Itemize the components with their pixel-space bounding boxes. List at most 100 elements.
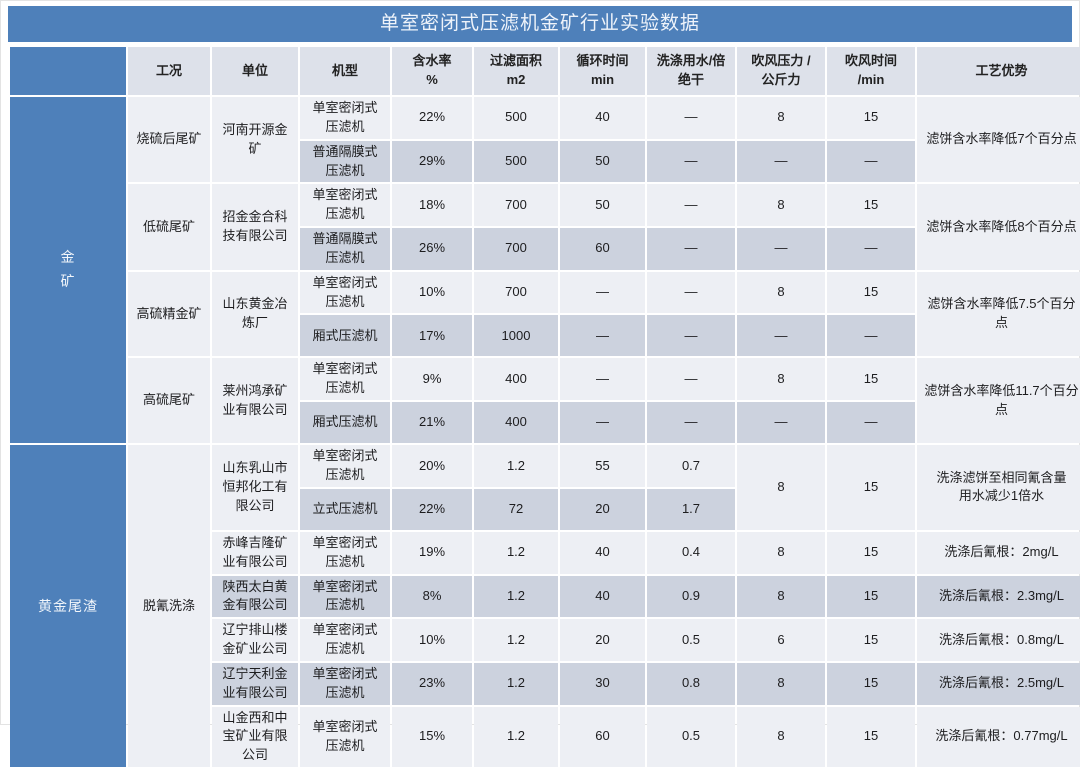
cell-cycle: 50 <box>560 184 645 227</box>
cell-cycle: 60 <box>560 228 645 270</box>
cell-wash: — <box>647 358 735 401</box>
header-row: 工况 单位 机型 含水率 % 过滤面积 m2 循环时间 min 洗涤用水/倍 绝… <box>10 47 1080 95</box>
table-row: 普通隔膜式压滤机 26% 700 60 — — — <box>10 228 1080 270</box>
table-row: 普通隔膜式压滤机 29% 500 50 — — — <box>10 140 1080 183</box>
cell-blow-pressure: 8 <box>737 706 825 768</box>
cell-model: 单室密闭式压滤机 <box>300 531 390 574</box>
col-header-cycle: 循环时间 min <box>560 47 645 95</box>
cell-blow-time: 15 <box>827 97 915 139</box>
cell-advantage: 洗涤后氰根：2.3mg/L <box>917 575 1080 618</box>
cell-moisture: 20% <box>392 445 472 487</box>
cell-blow-pressure: 8 <box>737 575 825 618</box>
col-header-condition: 工况 <box>128 47 210 95</box>
table-row: 厢式压滤机 17% 1000 — — — — <box>10 315 1080 357</box>
cell-moisture: 10% <box>392 271 472 314</box>
cell-blow-pressure: 8 <box>737 97 825 139</box>
cell-advantage: 滤饼含水率降低7个百分点 <box>917 97 1080 183</box>
cell-cycle: — <box>560 271 645 314</box>
cell-advantage: 洗涤后氰根：0.77mg/L <box>917 706 1080 768</box>
cell-moisture: 29% <box>392 140 472 183</box>
cell-advantage: 洗涤后氰根：2mg/L <box>917 531 1080 574</box>
cell-advantage: 洗涤滤饼至相同氰含量 用水减少1倍水 <box>917 445 1080 530</box>
table-body: 金矿 烧硫后尾矿 河南开源金矿 单室密闭式压滤机 22% 500 40 — 8 … <box>10 97 1080 768</box>
cell-unit: 山金西和中宝矿业有限公司 <box>212 706 298 768</box>
cell-area: 1.2 <box>474 706 558 768</box>
cell-model: 普通隔膜式压滤机 <box>300 140 390 183</box>
cell-unit: 辽宁天利金业有限公司 <box>212 662 298 705</box>
col-header-moisture: 含水率 % <box>392 47 472 95</box>
cell-area: 700 <box>474 184 558 227</box>
cell-wash: 0.5 <box>647 706 735 768</box>
table-row: 厢式压滤机 21% 400 — — — — <box>10 402 1080 444</box>
cell-moisture: 8% <box>392 575 472 618</box>
cell-blow-time: — <box>827 315 915 357</box>
cell-unit: 赤峰吉隆矿业有限公司 <box>212 531 298 574</box>
cell-unit: 陕西太白黄金有限公司 <box>212 575 298 618</box>
cell-blow-pressure: — <box>737 315 825 357</box>
cell-area: 72 <box>474 488 558 530</box>
cell-cycle: — <box>560 315 645 357</box>
cell-blow-time: 15 <box>827 662 915 705</box>
cell-wash: 1.7 <box>647 488 735 530</box>
cell-condition: 低硫尾矿 <box>128 184 210 270</box>
cell-cycle: — <box>560 402 645 444</box>
page-title: 单室密闭式压滤机金矿行业实验数据 <box>8 6 1072 42</box>
cell-condition: 高硫尾矿 <box>128 358 210 444</box>
table-row: 低硫尾矿 招金金合科技有限公司 单室密闭式压滤机 18% 700 50 — 8 … <box>10 184 1080 270</box>
group-label: 金矿 <box>60 249 76 290</box>
cell-blow-time: — <box>827 140 915 183</box>
col-header-unit: 单位 <box>212 47 298 95</box>
cell-moisture: 17% <box>392 315 472 357</box>
cell-area: 500 <box>474 97 558 139</box>
cell-model: 单室密闭式压滤机 <box>300 97 390 139</box>
cell-advantage: 洗涤后氰根：0.8mg/L <box>917 619 1080 661</box>
table-row: 陕西太白黄金有限公司 单室密闭式压滤机 8% 1.2 40 0.9 8 15 洗… <box>10 575 1080 618</box>
cell-wash: 0.8 <box>647 662 735 705</box>
cell-blow-time: 15 <box>827 271 915 314</box>
cell-blow-time: 15 <box>827 358 915 401</box>
table-header: 工况 单位 机型 含水率 % 过滤面积 m2 循环时间 min 洗涤用水/倍 绝… <box>10 47 1080 95</box>
col-header-wash: 洗涤用水/倍 绝干 <box>647 47 735 95</box>
cell-wash: — <box>647 402 735 444</box>
col-header-advantage: 工艺优势 <box>917 47 1080 95</box>
cell-wash: — <box>647 315 735 357</box>
cell-area: 1.2 <box>474 662 558 705</box>
col-header-blow-pressure: 吹风压力 / 公斤力 <box>737 47 825 95</box>
cell-model: 立式压滤机 <box>300 488 390 530</box>
cell-blow-pressure: 8 <box>737 184 825 227</box>
cell-unit: 山东乳山市恒邦化工有限公司 <box>212 445 298 530</box>
cell-area: 400 <box>474 358 558 401</box>
table-row: 高硫精金矿 山东黄金冶炼厂 单室密闭式压滤机 10% 700 — — 8 15 … <box>10 271 1080 357</box>
cell-blow-time: 15 <box>827 184 915 227</box>
cell-area: 400 <box>474 402 558 444</box>
cell-cycle: 40 <box>560 531 645 574</box>
cell-model: 厢式压滤机 <box>300 315 390 357</box>
table-row: 辽宁排山楼金矿业公司 单室密闭式压滤机 10% 1.2 20 0.5 6 15 … <box>10 619 1080 661</box>
col-header-model: 机型 <box>300 47 390 95</box>
group-label: 黄金尾渣 <box>38 597 98 614</box>
cell-unit: 河南开源金矿 <box>212 97 298 183</box>
table-row: 赤峰吉隆矿业有限公司 单室密闭式压滤机 19% 1.2 40 0.4 8 15 … <box>10 531 1080 574</box>
table-row: 辽宁天利金业有限公司 单室密闭式压滤机 23% 1.2 30 0.8 8 15 … <box>10 662 1080 705</box>
cell-area: 700 <box>474 271 558 314</box>
cell-cycle: 40 <box>560 97 645 139</box>
cell-model: 单室密闭式压滤机 <box>300 358 390 401</box>
cell-blow-pressure: 8 <box>737 531 825 574</box>
cell-model: 单室密闭式压滤机 <box>300 271 390 314</box>
col-header-blow-time: 吹风时间 /min <box>827 47 915 95</box>
cell-wash: 0.7 <box>647 445 735 487</box>
cell-moisture: 10% <box>392 619 472 661</box>
cell-condition: 烧硫后尾矿 <box>128 97 210 183</box>
col-header-area: 过滤面积 m2 <box>474 47 558 95</box>
group-cell-gold-tailings: 黄金尾渣 <box>10 445 126 768</box>
cell-blow-pressure: — <box>737 402 825 444</box>
cell-cycle: 50 <box>560 140 645 183</box>
cell-cycle: 55 <box>560 445 645 487</box>
cell-model: 普通隔膜式压滤机 <box>300 228 390 270</box>
experiment-data-table: 工况 单位 机型 含水率 % 过滤面积 m2 循环时间 min 洗涤用水/倍 绝… <box>8 45 1080 769</box>
cell-area: 1000 <box>474 315 558 357</box>
cell-model: 单室密闭式压滤机 <box>300 184 390 227</box>
cell-condition: 高硫精金矿 <box>128 271 210 357</box>
cell-cycle: 20 <box>560 488 645 530</box>
